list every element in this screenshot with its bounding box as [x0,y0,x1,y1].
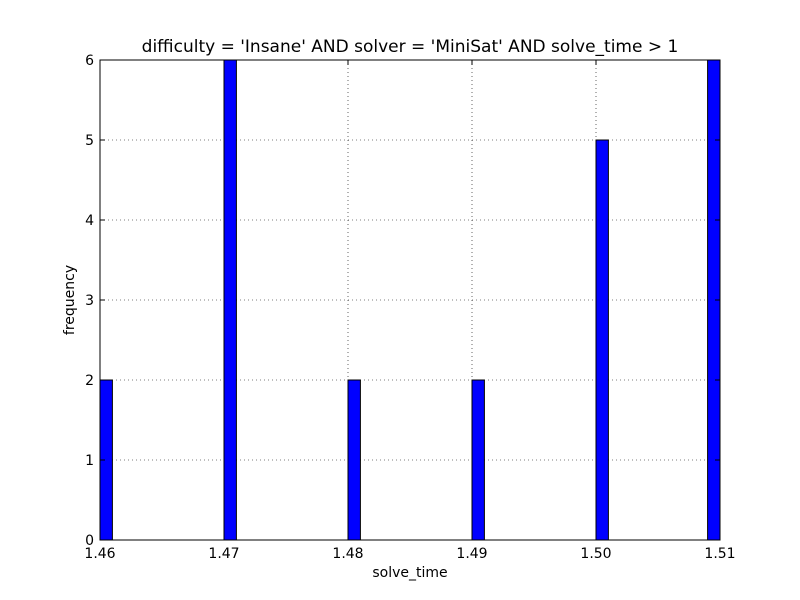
x-tick-label: 1.49 [456,546,487,562]
y-tick-label: 2 [85,373,94,389]
histogram-bar [471,379,485,541]
x-tick-label: 1.48 [332,546,363,562]
chart-title: difficulty = 'Insane' AND solver = 'Mini… [142,37,679,57]
histogram-bar [347,379,361,541]
x-axis-title: solve_time [372,565,447,581]
y-tick-label: 0 [85,533,94,549]
x-tick-label: 1.51 [704,546,735,562]
histogram-bar [595,139,609,541]
x-tick-label: 1.47 [208,546,239,562]
y-tick-label: 5 [85,133,94,149]
bars [99,59,721,541]
ticks: 1.46 1.47 1.48 1.49 1.50 1.51 0 1 2 3 4 5 6 [84,53,735,562]
y-tick-label: 4 [85,213,94,229]
x-tick-label: 1.50 [580,546,611,562]
y-tick-label: 1 [85,453,94,469]
y-tick-label: 3 [85,293,94,309]
y-axis-title: frequency [62,265,78,335]
y-tick-label: 6 [85,53,94,69]
x-tick-label: 1.46 [84,546,115,562]
histogram-bar [223,59,237,541]
